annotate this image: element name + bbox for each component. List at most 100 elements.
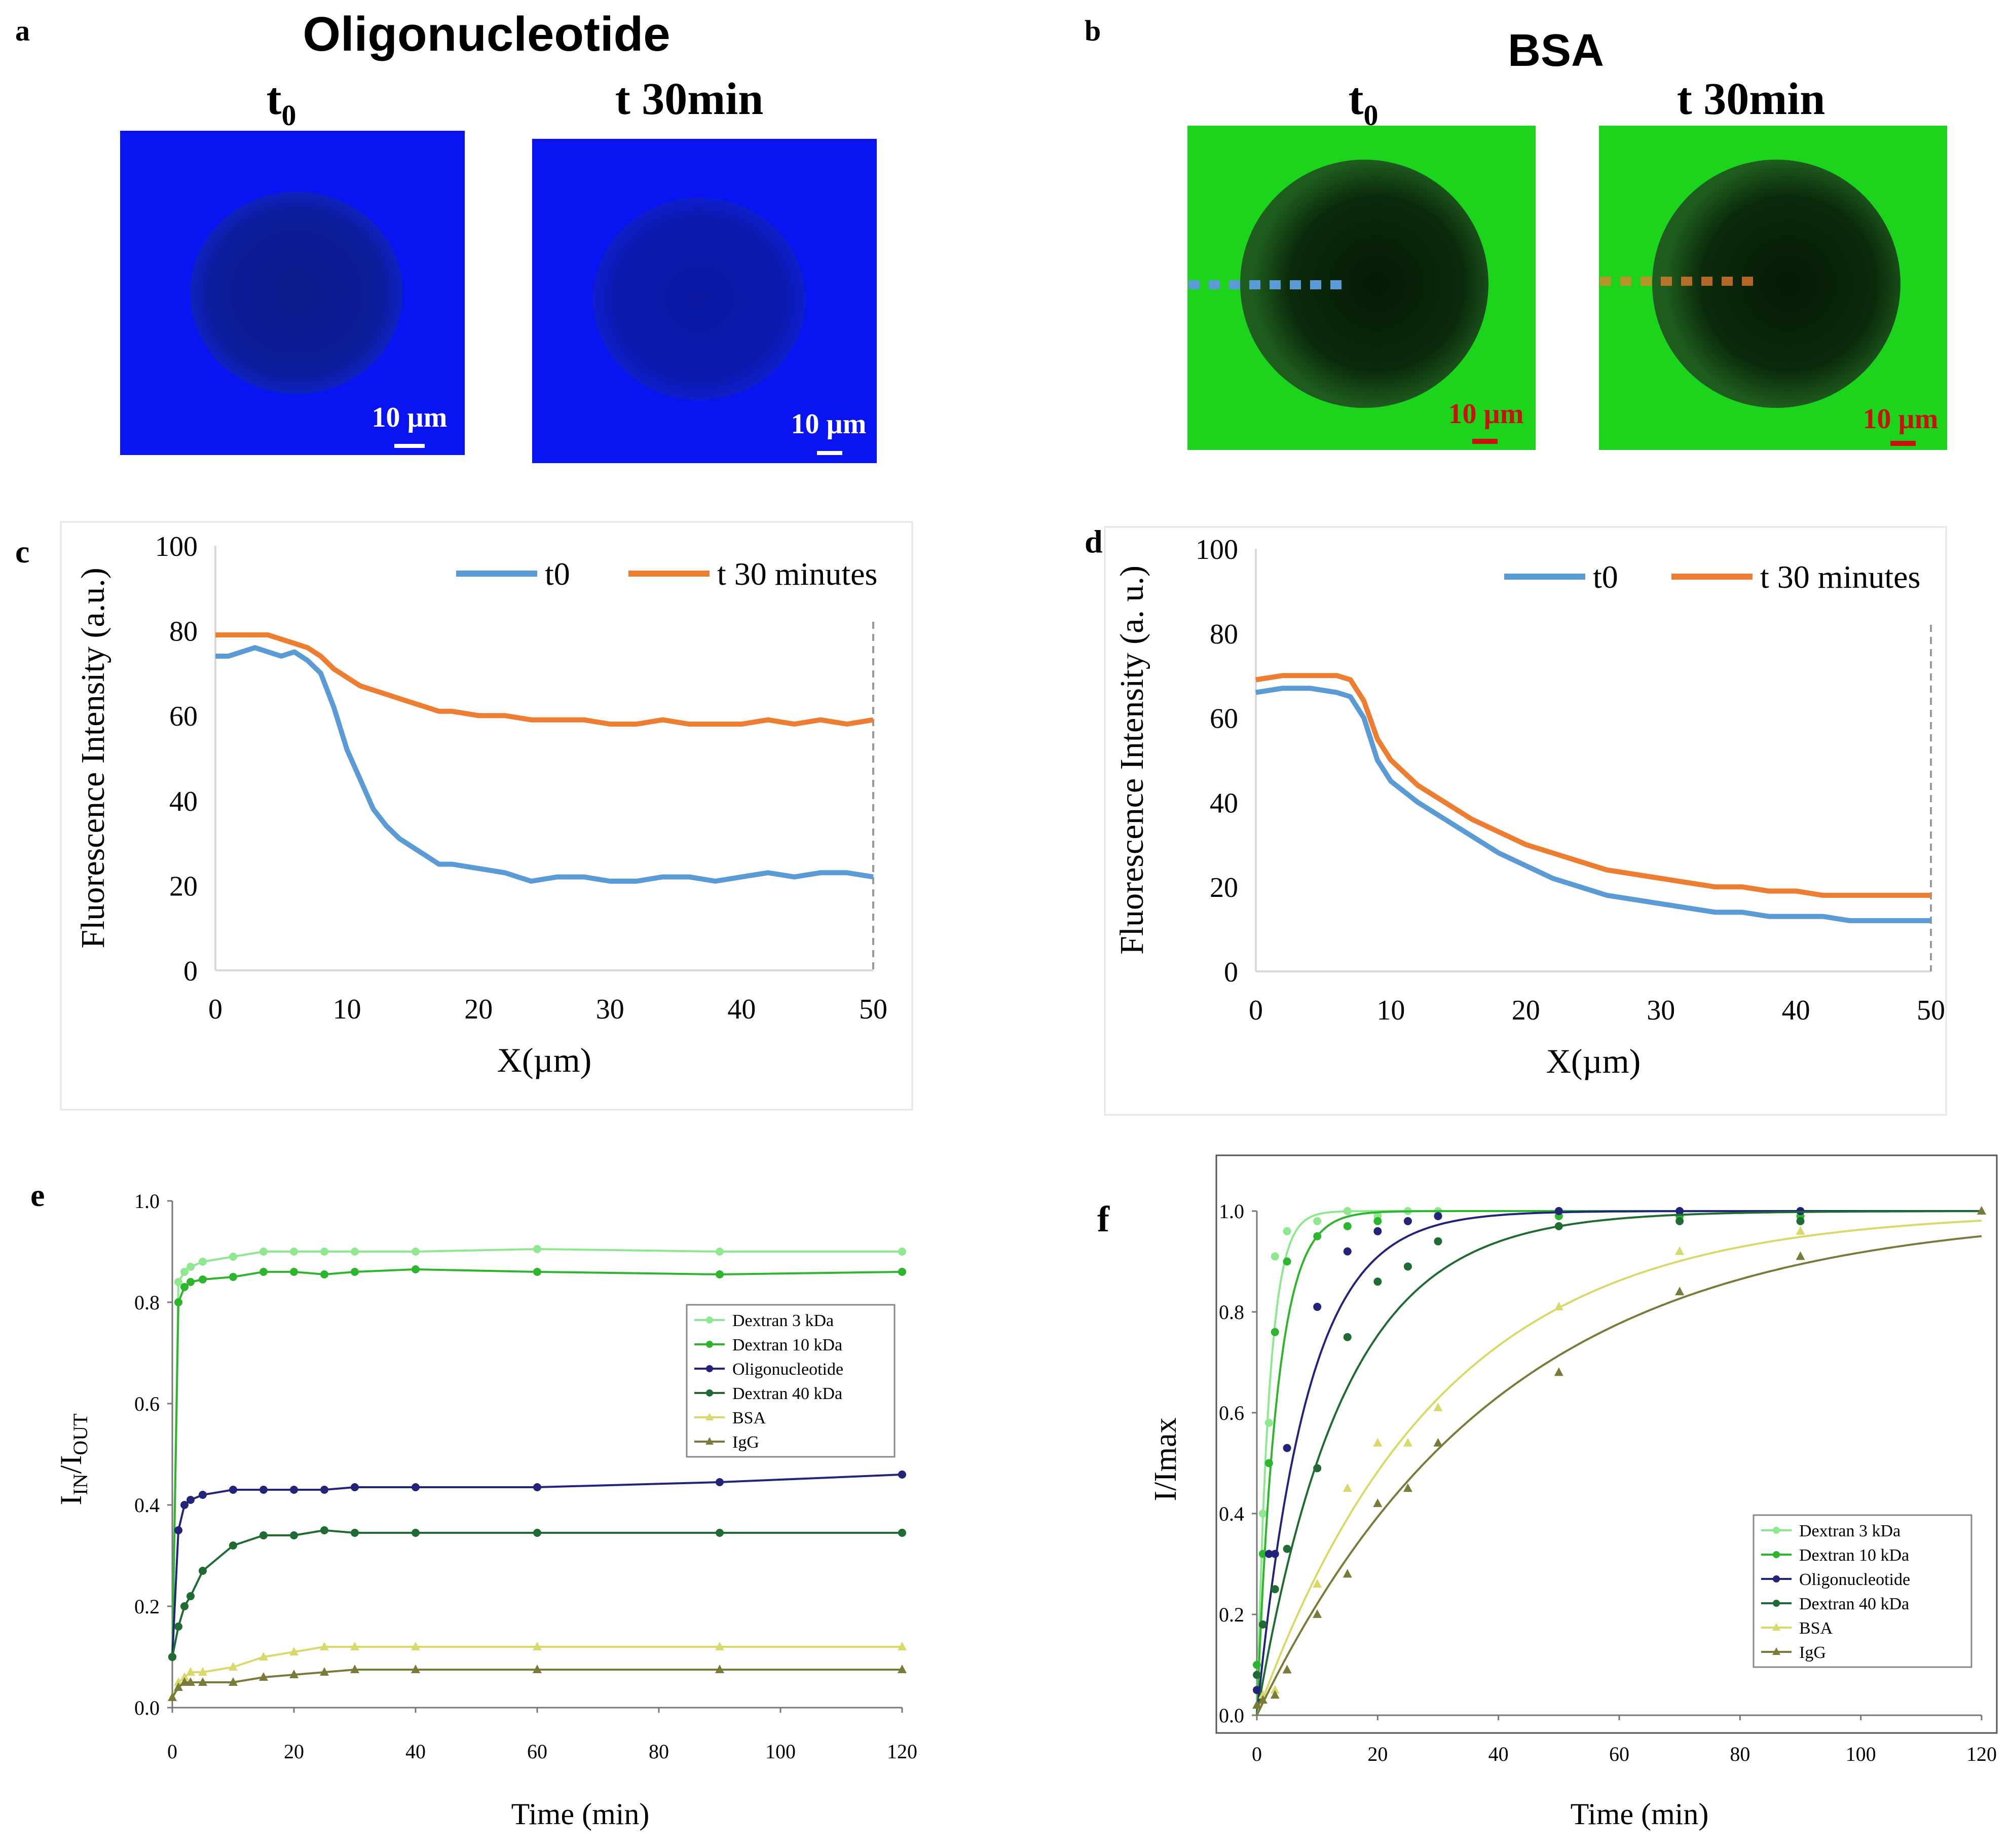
data-point (898, 1248, 906, 1256)
y-tick-label: 0.6 (134, 1392, 160, 1415)
data-point (186, 1667, 195, 1676)
legend-label: Dextran 3 kDa (732, 1311, 834, 1330)
data-point (180, 1677, 189, 1686)
data-point (351, 1483, 359, 1491)
data-point (1313, 1579, 1322, 1588)
panel-a-microscopy: Oligonucleotide t0 t 30min 10 µm 10 µm (120, 7, 877, 463)
data-point (1434, 1212, 1442, 1220)
panel-b-t30-label: t 30min (1677, 74, 1825, 124)
data-point (1282, 1665, 1292, 1674)
data-point (320, 1486, 328, 1494)
legend-box (1753, 1514, 1972, 1668)
data-point (229, 1253, 237, 1261)
data-point (1264, 1550, 1273, 1558)
x-axis-title: X(µm) (1546, 1042, 1641, 1080)
data-point (187, 1592, 195, 1600)
data-point (1373, 1438, 1383, 1447)
data-point (411, 1665, 420, 1673)
panel-a-title: Oligonucleotide (303, 7, 670, 61)
data-point (187, 1496, 195, 1504)
legend-label: Dextran 10 kDa (1799, 1546, 1909, 1565)
data-point (320, 1270, 328, 1278)
data-point (259, 1248, 268, 1256)
data-point (174, 1623, 182, 1631)
data-point (229, 1662, 238, 1671)
scale-bar (1472, 439, 1498, 444)
y-tick-label: 0.8 (134, 1291, 160, 1314)
data-point (229, 1677, 238, 1686)
data-point (1258, 1695, 1268, 1704)
fit-curve (1256, 1220, 1982, 1716)
data-point (716, 1478, 724, 1486)
legend-label: t0 (545, 556, 570, 592)
x-tick-label: 50 (859, 994, 887, 1025)
x-tick-label: 0 (1249, 995, 1263, 1026)
data-point (1283, 1227, 1291, 1235)
x-tick-label: 20 (284, 1740, 304, 1763)
data-point (412, 1529, 420, 1537)
data-point (898, 1665, 907, 1673)
x-tick-label: 10 (1376, 995, 1405, 1026)
scale-bar-label: 10 µm (372, 402, 448, 433)
data-point (351, 1248, 359, 1256)
data-point (1253, 1671, 1261, 1679)
chart-frame (60, 521, 913, 1111)
data-point (198, 1677, 207, 1686)
data-point (351, 1268, 359, 1276)
legend-marker (1773, 1551, 1780, 1558)
data-point (174, 1298, 182, 1306)
data-point (1258, 1510, 1267, 1518)
data-point (1252, 1700, 1261, 1709)
y-tick-label: 20 (1210, 872, 1238, 903)
data-point (898, 1529, 906, 1537)
data-point (320, 1642, 329, 1650)
data-point (1796, 1226, 1805, 1235)
legend-label: IgG (732, 1433, 759, 1452)
data-point (320, 1248, 328, 1256)
data-point (1403, 1217, 1412, 1225)
fit-curve (1256, 1210, 1982, 1716)
data-point (1343, 1483, 1352, 1492)
data-point (320, 1526, 328, 1534)
legend-marker (1773, 1575, 1780, 1582)
data-point (533, 1245, 541, 1253)
series-line (171, 1529, 902, 1657)
y-axis-title: Fluorescence Intensity (a.u.) (74, 568, 111, 948)
data-point (199, 1275, 207, 1284)
data-point (1373, 1217, 1382, 1225)
data-point (1271, 1252, 1279, 1261)
y-axis-title-sub: IN (69, 1474, 92, 1495)
data-point (715, 1665, 724, 1673)
data-point (289, 1670, 299, 1678)
x-axis-title: X(µm) (497, 1041, 591, 1079)
chart-d-fluorescence-profile: 0 20 40 60 80 100 0 10 20 30 40 50 X(µm) Fluorescence… (1104, 526, 1947, 1116)
panel-a-t0-label: t0 (267, 74, 296, 132)
data-point (1554, 1222, 1563, 1230)
data-point (187, 1263, 195, 1271)
legend-marker (1773, 1600, 1780, 1607)
scale-bar (1890, 441, 1916, 446)
y-tick-label: 0.0 (134, 1696, 160, 1719)
x-tick-label: 60 (527, 1740, 547, 1763)
data-point (1675, 1217, 1684, 1225)
x-tick-label: 0 (208, 994, 222, 1025)
data-point (1271, 1585, 1279, 1594)
legend-label: Dextran 10 kDa (732, 1336, 842, 1354)
data-point (1253, 1661, 1261, 1669)
legend-label: t 30 minutes (1760, 559, 1920, 595)
data-point (533, 1642, 542, 1650)
legend-label: Dextran 40 kDa (732, 1384, 842, 1403)
data-point (1675, 1287, 1685, 1296)
data-point (1554, 1207, 1563, 1215)
series-line-t0 (1255, 686, 1931, 923)
x-axis-title: Time (min) (511, 1797, 650, 1831)
x-axis-title: Time (min) (1571, 1797, 1709, 1831)
x-tick-label: 20 (464, 994, 493, 1025)
chart-f-normalized-intensity-vs-time: 0.0 0.2 0.4 0.6 0.8 1.0 0 20 40 60 80 100 120 Time (m… (1148, 1154, 1998, 1831)
legend-label: IgG (1799, 1643, 1826, 1662)
data-point (1373, 1277, 1382, 1286)
panel-letter-a: a (15, 14, 30, 47)
legend-label: t 30 minutes (717, 556, 877, 592)
data-point (1403, 1438, 1412, 1447)
